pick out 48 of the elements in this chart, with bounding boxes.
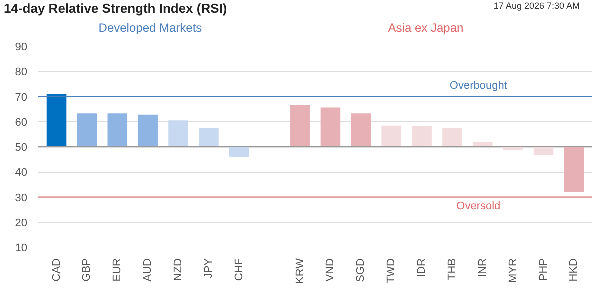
x-tick-label: KRW [294, 258, 306, 284]
y-tick-label: 90 [15, 42, 28, 54]
ref-line-label: Overbought [450, 80, 508, 92]
x-tick-label: HKD [568, 258, 580, 282]
x-tick-label: CHF [233, 258, 246, 282]
bar [442, 128, 462, 147]
x-tick-label: EUR [112, 258, 124, 282]
text: Developed Markets [98, 20, 202, 37]
x-tick-label: INR [476, 258, 489, 278]
x-tick-label: NZD [172, 258, 185, 282]
x-tick-label: PHP [538, 258, 550, 282]
y-tick-label: 70 [15, 92, 28, 104]
bar [138, 114, 158, 147]
bar [77, 114, 98, 147]
bar [473, 142, 493, 147]
bar [168, 120, 188, 147]
bar [564, 147, 584, 192]
chart-subtitle: 17 Aug 2026 7:30 AM [494, 0, 580, 13]
y-tick-label: 20 [15, 217, 28, 230]
y-tick-label: 60 [15, 116, 28, 129]
y-tick-label: 10 [15, 242, 28, 254]
bar [290, 105, 310, 147]
x-tick-label: MYR [507, 258, 520, 283]
bar [108, 114, 128, 147]
x-tick-label: THB [446, 258, 458, 280]
y-tick-label: 50 [15, 142, 28, 154]
bar [199, 128, 219, 147]
y-tick-label: 40 [15, 167, 28, 180]
y-tick-label: 80 [15, 66, 28, 79]
y-tick-label: 30 [15, 192, 28, 204]
bar [351, 114, 372, 147]
bar [46, 94, 67, 147]
x-tick-label: GBP [81, 258, 94, 282]
x-tick-label: TWD [386, 258, 398, 284]
x-tick-label: JPY [202, 258, 215, 279]
bar [412, 126, 432, 147]
bar [320, 108, 341, 147]
bar [382, 126, 402, 147]
bar [230, 147, 250, 158]
x-tick-label: IDR [416, 258, 428, 278]
x-tick-label: VND [324, 258, 337, 282]
x-tick-label: CAD [50, 258, 63, 282]
x-tick-label: SGD [355, 258, 368, 282]
bar [534, 147, 554, 156]
text: Asia ex Japan [388, 20, 464, 37]
chart-title: 14-day Relative Strength Index (RSI) [4, 0, 228, 18]
ref-line-label: Oversold [456, 200, 501, 212]
x-tick-label: AUD [142, 258, 154, 282]
